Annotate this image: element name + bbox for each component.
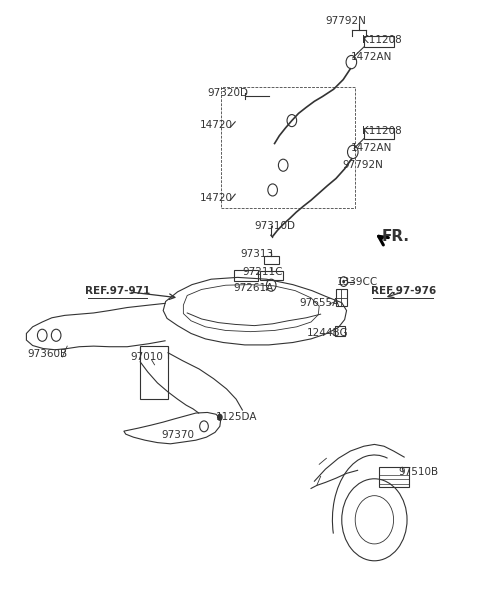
Text: 97655A: 97655A <box>299 298 339 308</box>
Bar <box>140 346 168 399</box>
Text: 97261A: 97261A <box>233 283 274 293</box>
Text: 97360B: 97360B <box>27 349 67 359</box>
Text: 1472AN: 1472AN <box>351 143 393 153</box>
Text: REF.97-971: REF.97-971 <box>85 286 150 295</box>
Text: 97310D: 97310D <box>254 221 295 231</box>
Text: K11208: K11208 <box>362 36 401 45</box>
Bar <box>335 326 345 336</box>
Text: 14720: 14720 <box>200 120 232 130</box>
Text: K11208: K11208 <box>362 126 401 136</box>
Text: REF.97-976: REF.97-976 <box>371 286 436 295</box>
Text: 14720: 14720 <box>200 193 232 203</box>
Text: 97211C: 97211C <box>243 267 283 277</box>
Text: 97510B: 97510B <box>398 467 439 476</box>
Bar <box>379 467 409 487</box>
Bar <box>336 289 347 306</box>
Text: 1125DA: 1125DA <box>216 412 257 422</box>
Text: 97010: 97010 <box>130 352 163 362</box>
Text: 1472AN: 1472AN <box>351 52 393 62</box>
Text: 97313: 97313 <box>240 250 274 259</box>
Text: 97792N: 97792N <box>325 16 366 26</box>
Text: 97792N: 97792N <box>342 160 383 169</box>
Text: 97320D: 97320D <box>207 89 249 98</box>
Bar <box>364 128 394 139</box>
Text: 97370: 97370 <box>161 431 194 440</box>
Circle shape <box>217 414 223 421</box>
Text: 1339CC: 1339CC <box>337 277 378 287</box>
Bar <box>264 256 279 264</box>
Text: 1244BG: 1244BG <box>307 329 348 338</box>
Bar <box>234 270 258 281</box>
Bar <box>364 36 394 47</box>
Circle shape <box>342 280 345 283</box>
Bar <box>260 271 283 280</box>
Text: FR.: FR. <box>382 230 410 244</box>
